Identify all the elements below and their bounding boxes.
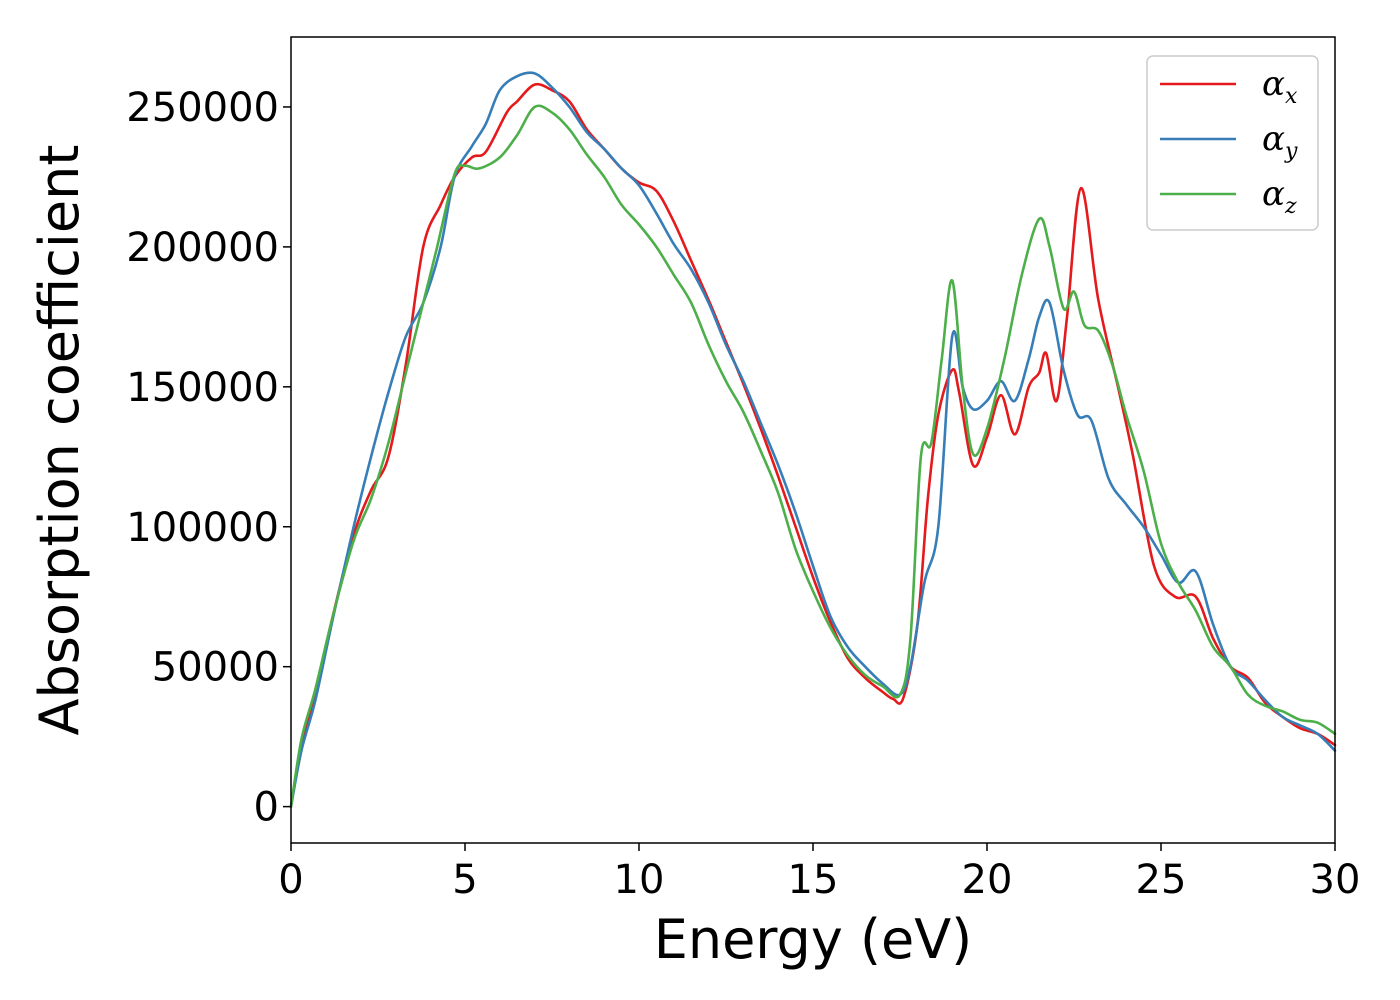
legend-subscript-y: y [1284, 139, 1298, 164]
x-tick-label-25: 25 [1136, 857, 1187, 903]
x-tick-label-15: 15 [788, 857, 839, 903]
y-tick-label-200000: 200000 [126, 225, 279, 271]
x-tick-label-5: 5 [452, 857, 477, 903]
series-line-x [289, 82, 1337, 808]
legend-frame [1146, 55, 1319, 231]
legend-subscript-x: x [1285, 84, 1298, 109]
y-tick-label-50000: 50000 [152, 645, 279, 691]
x-tick-label-10: 10 [614, 857, 665, 903]
ticks-layer: 0 5 10 15 20 25 30 0 50000 100000 150000 200000 2500… [126, 85, 1360, 903]
y-axis-label: Absorption coefficient [28, 145, 91, 736]
x-tick-label-0: 0 [278, 857, 303, 903]
y-tick-label-250000: 250000 [126, 85, 279, 131]
y-tick-label-0: 0 [254, 785, 279, 831]
legend-subscript-z: z [1284, 194, 1297, 219]
y-tick-label-100000: 100000 [126, 505, 279, 551]
series-line-z [289, 104, 1337, 808]
series-layer [289, 71, 1337, 808]
x-tick-label-20: 20 [962, 857, 1013, 903]
x-axis-label: Energy (eV) [654, 908, 973, 971]
series-line-y [289, 71, 1337, 808]
y-tick-label-150000: 150000 [126, 365, 279, 411]
x-tick-label-30: 30 [1310, 857, 1361, 903]
